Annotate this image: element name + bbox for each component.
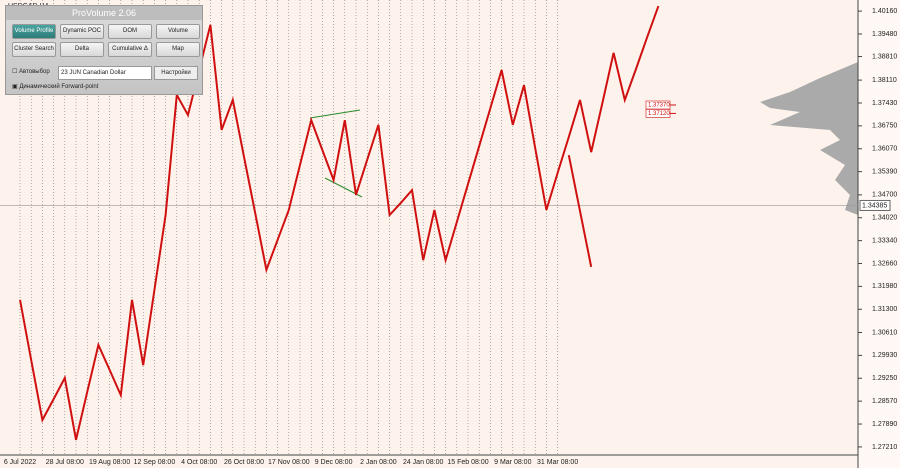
instrument-select[interactable]: 23 JUN Canadian Dollar	[58, 66, 152, 80]
y-tick-label: 1.35390	[872, 168, 897, 175]
x-tick-label: 15 Feb 08:00	[447, 459, 488, 466]
axis-bg	[858, 0, 900, 468]
y-tick-label: 1.31300	[872, 306, 897, 313]
y-tick-label: 1.38810	[872, 53, 897, 60]
provolume-panel: ProVolume 2.06 Volume Profile Dynamic POC…	[5, 5, 203, 95]
y-tick-label: 1.36070	[872, 146, 897, 153]
price-tag	[859, 199, 891, 211]
panel-button[interactable]: Dynamic POC	[60, 24, 104, 39]
y-tick-label: 1.37430	[872, 100, 897, 107]
level-label: 1.37370	[648, 103, 670, 109]
y-tick-label: 1.34020	[872, 215, 897, 222]
y-tick-label: 1.31980	[872, 283, 897, 290]
y-tick-label: 1.29250	[872, 375, 897, 382]
y-tick-label: 1.32660	[872, 260, 897, 267]
panel-button[interactable]: DOM	[108, 24, 152, 39]
x-tick-label: 19 Aug 08:00	[89, 459, 130, 466]
panel-button[interactable]: Volume	[156, 24, 200, 39]
panel-button[interactable]: Cluster Search	[12, 42, 56, 57]
y-tick-label: 1.38110	[872, 77, 897, 84]
forward-point-label: Динамический Forward-point	[19, 84, 99, 90]
panel-button[interactable]: Cumulative Δ	[108, 42, 152, 57]
x-tick-label: 24 Jan 08:00	[403, 459, 444, 466]
volume-profile	[760, 62, 858, 215]
level-label: 1.37120	[648, 111, 670, 117]
x-tick-label: 12 Sep 08:00	[134, 459, 176, 466]
panel-title: ProVolume 2.06	[6, 6, 202, 20]
y-tick-label: 1.30610	[872, 329, 897, 336]
button-grid: Volume Profile Dynamic POC DOM Volume Cluste…	[6, 20, 202, 57]
y-tick-label: 1.40160	[872, 8, 897, 15]
forward-point[interactable]: ▣ Динамический Forward-point	[12, 84, 99, 90]
x-tick-label: 4 Oct 08:00	[181, 459, 217, 466]
y-tick-label: 1.33340	[872, 237, 897, 244]
x-tick-label: 6 Jul 2022	[4, 459, 36, 466]
zigzag-line	[19, 5, 660, 441]
y-tick-label: 1.36750	[872, 123, 897, 130]
x-tick-label: 17 Nov 08:00	[268, 459, 310, 466]
x-tick-label: 2 Jan 08:00	[360, 459, 397, 466]
auto-select-label: Автовыбор	[19, 69, 50, 75]
price-tag-label: 1.34385	[862, 202, 887, 209]
x-tick-label: 9 Dec 08:00	[315, 459, 353, 466]
y-tick-label: 1.27890	[872, 421, 897, 428]
panel-button[interactable]: Volume Profile	[12, 24, 56, 39]
y-tick-label: 1.34700	[872, 192, 897, 199]
panel-button[interactable]: Map	[156, 42, 200, 57]
y-tick-label: 1.28570	[872, 398, 897, 405]
x-tick-label: 9 Mar 08:00	[494, 459, 531, 466]
x-tick-label: 26 Oct 08:00	[224, 459, 264, 466]
y-tick-label: 1.39480	[872, 31, 897, 38]
y-tick-label: 1.27210	[872, 444, 897, 451]
pattern-line	[309, 109, 361, 119]
y-tick-label: 1.29930	[872, 352, 897, 359]
panel-button[interactable]: Delta	[60, 42, 104, 57]
x-tick-label: 31 Mar 08:00	[537, 459, 578, 466]
zigzag-line	[567, 154, 593, 268]
x-tick-label: 28 Jul 08:00	[46, 459, 84, 466]
settings-button[interactable]: Настройки	[154, 66, 198, 80]
auto-select[interactable]: ☐ Автовыбор	[12, 69, 50, 75]
